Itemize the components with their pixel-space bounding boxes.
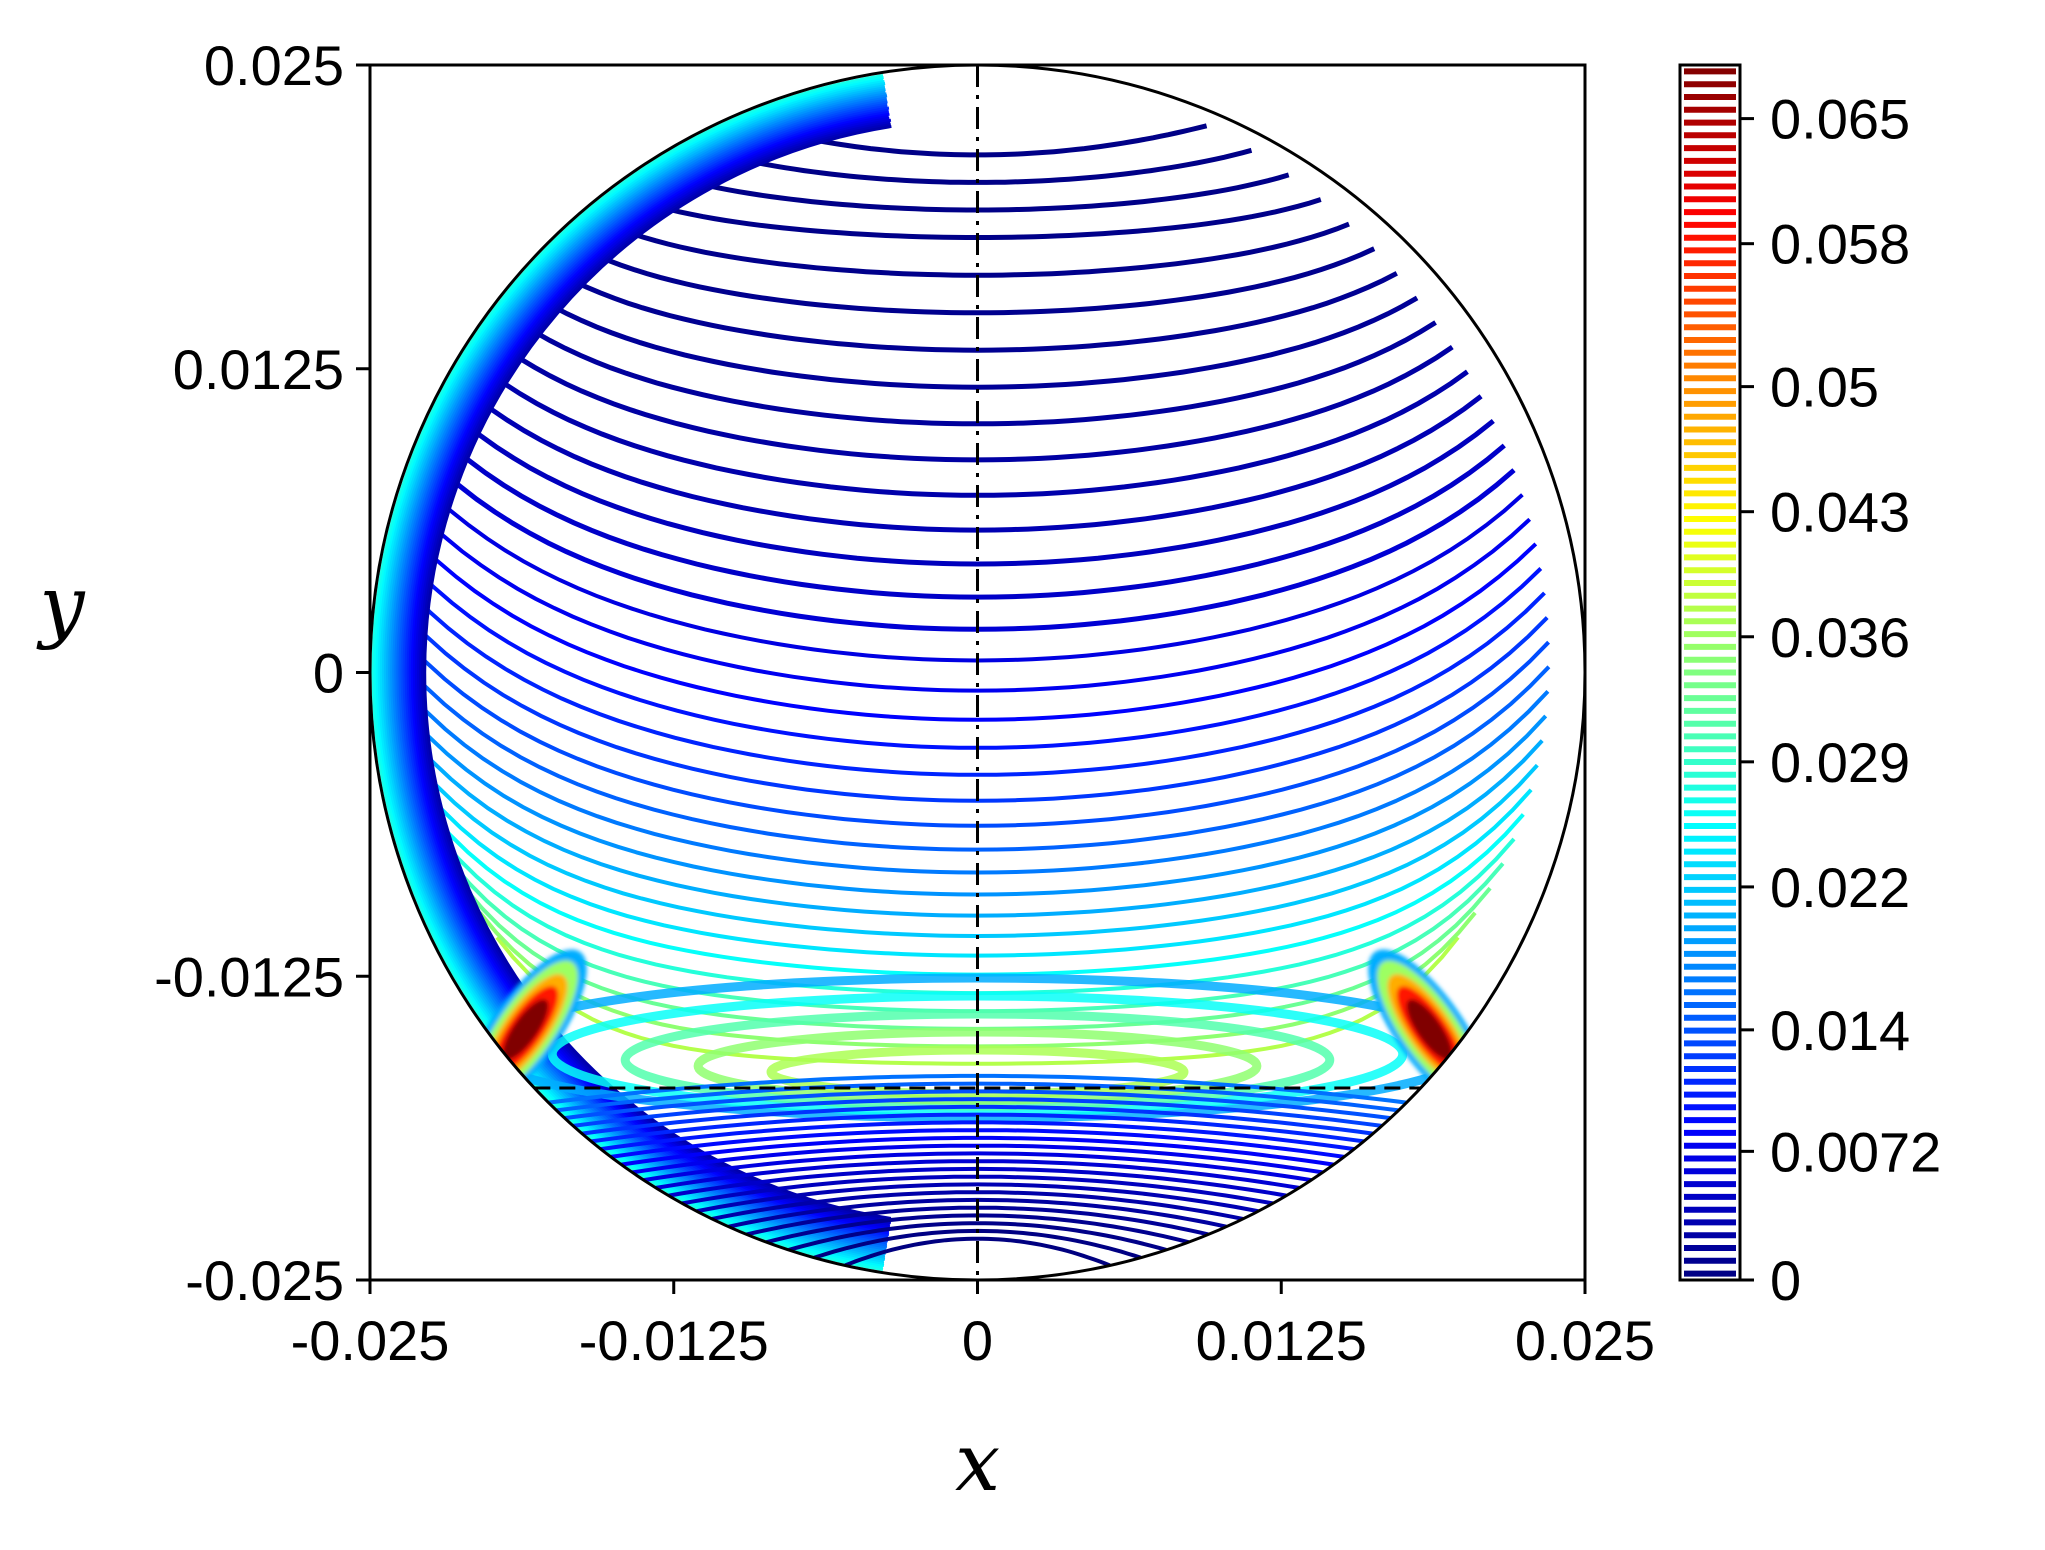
- contour-line-wall: [375, 70, 1580, 1275]
- colorbar-frame: [1678, 63, 1742, 1282]
- contour-line-lower: [711, 1190, 1244, 1221]
- contour-line-lower: [788, 1221, 1167, 1252]
- colorbar-tick-label: 0.022: [1770, 856, 1910, 919]
- colorbar-tick-label: 0: [1770, 1249, 1801, 1312]
- contour-line-lower: [590, 1112, 1365, 1144]
- colorbar-ticks: 0 0.0072 0.014 0.022 0.029 0.036 0.043 0.05 0.05…: [1740, 88, 1941, 1312]
- contour-line-wall: [386, 81, 1569, 1264]
- colorbar-tick-label: 0.029: [1770, 731, 1910, 794]
- contour-line-upper: [518, 320, 1437, 427]
- contour-line-upper: [417, 542, 1538, 722]
- contour-line-wall: [402, 97, 1553, 1248]
- contour-line-wall: [381, 76, 1574, 1269]
- contour-line-wall: [371, 66, 1584, 1279]
- y-tick-label: -0.025: [185, 1249, 344, 1312]
- contour-line-lower: [621, 1135, 1334, 1167]
- contour-line-wall: [388, 83, 1567, 1262]
- colorbar-tick-label: 0.058: [1770, 213, 1910, 276]
- contour-line-lower: [572, 1097, 1383, 1128]
- hotspot-layer: [1406, 999, 1453, 1060]
- colorbar-bands: [1684, 68, 1736, 1277]
- x-tick-label: -0.025: [291, 1309, 450, 1372]
- contour-line-upper: [404, 665, 1551, 852]
- contour-line-lower: [844, 1236, 1111, 1268]
- contour-line-wall: [406, 101, 1549, 1244]
- contour-line-wall: [379, 74, 1576, 1271]
- x-tick-label: 0.025: [1515, 1309, 1655, 1372]
- contour-line-wall: [412, 107, 1543, 1238]
- y-axis: -0.025 -0.0125 0 0.0125 0.025: [154, 34, 370, 1312]
- contour-line-wall: [383, 78, 1572, 1267]
- contour-line-lower: [696, 1182, 1259, 1214]
- y-tick-label: 0.025: [204, 34, 344, 97]
- y-tick-label: -0.0125: [154, 945, 344, 1008]
- contour-line-upper: [536, 295, 1419, 390]
- contour-line-wall: [400, 95, 1555, 1250]
- x-tick-label: 0: [962, 1309, 993, 1372]
- colorbar-tick-label: 0.036: [1770, 606, 1910, 669]
- contour-line-wall: [373, 68, 1582, 1277]
- colorbar-tick-label: 0.043: [1770, 481, 1910, 544]
- y-tick-label: 0: [313, 642, 344, 705]
- contour-line-wall: [421, 116, 1534, 1229]
- colorbar-tick-label: 0.014: [1770, 999, 1910, 1062]
- contour-line-wall: [390, 85, 1565, 1260]
- y-tick-label: 0.0125: [173, 338, 344, 401]
- colorbar-tick-label: 0.0072: [1770, 1120, 1941, 1183]
- colorbar-tick-label: 0.05: [1770, 356, 1879, 419]
- colorbar: 0 0.0072 0.014 0.022 0.029 0.036 0.043 0.05 0.05…: [1678, 63, 1941, 1312]
- contour-line-wall: [404, 99, 1551, 1246]
- contour-line-upper: [579, 246, 1376, 316]
- contour-line-upper: [460, 418, 1495, 567]
- contour-line-wall: [377, 72, 1578, 1273]
- contour-line-wall: [417, 112, 1538, 1233]
- contour-line-upper: [423, 517, 1532, 693]
- contour-line-wall: [396, 91, 1559, 1254]
- x-axis: -0.025 -0.0125 0 0.0125 0.025: [291, 1280, 1655, 1372]
- contour-line-wall: [394, 89, 1561, 1256]
- colorbar-tick-label: 0.065: [1770, 88, 1910, 151]
- hotspot-layer: [502, 999, 549, 1060]
- contour-line-wall: [398, 93, 1557, 1252]
- contour-line-wall: [408, 103, 1547, 1242]
- plot-area: [368, 63, 1587, 1282]
- y-axis-title: y: [36, 559, 86, 652]
- contour-line-upper: [409, 591, 1546, 777]
- x-axis-title: x: [955, 1416, 1000, 1509]
- contour-line-wall: [419, 114, 1536, 1231]
- contour-line-wall: [423, 118, 1532, 1227]
- x-tick-label: -0.0125: [579, 1309, 769, 1372]
- contour-line-upper: [449, 443, 1506, 600]
- contour-line-lower: [643, 1151, 1312, 1183]
- contour-line-wall: [414, 109, 1541, 1236]
- contour-line-wall: [410, 105, 1545, 1240]
- x-tick-label: 0.0125: [1196, 1309, 1367, 1372]
- contour-line-wall: [392, 87, 1563, 1258]
